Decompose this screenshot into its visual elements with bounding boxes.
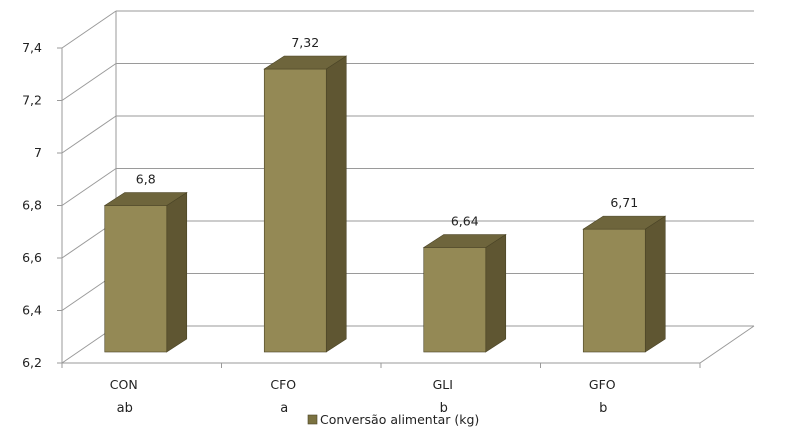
bar-front-face [104, 205, 168, 353]
gridline-diagonal [61, 168, 117, 206]
legend-swatch [307, 414, 318, 425]
x-category-label: GLI [433, 377, 453, 392]
significance-letter: b [599, 401, 607, 416]
gridline-diagonal [61, 115, 117, 154]
y-tick-label: 6,2 [22, 355, 42, 370]
data-label: 6,64 [451, 214, 479, 229]
x-axis: CON ab CFO a GLI b GFO b [61, 363, 701, 416]
bar-side-face [166, 191, 188, 353]
significance-letter: b [440, 401, 448, 416]
y-tick-label: 7,2 [22, 93, 42, 108]
x-category-label: CFO [270, 377, 296, 392]
y-tick-label: 6,6 [22, 250, 42, 265]
bar-side-face [485, 233, 507, 353]
x-category-label: CON [110, 377, 138, 392]
bar-top-face [422, 234, 507, 248]
y-tick-label: 6,4 [22, 303, 42, 318]
legend-label: Conversão alimentar (kg) [320, 412, 479, 427]
data-label: 7,32 [291, 35, 319, 50]
significance-letter: ab [117, 401, 133, 416]
y-tick-label: 7,4 [22, 40, 42, 55]
bar-front-face [423, 247, 487, 353]
gridline-diagonal [61, 63, 117, 101]
y-tick-label: 7 [34, 145, 42, 160]
bar-gfo: 6,71 [582, 195, 667, 353]
significance-letter: a [280, 401, 288, 416]
bar-con: 6,8 [103, 172, 188, 353]
bar-side-face [325, 55, 347, 353]
data-label: 6,71 [610, 195, 638, 210]
bar-top-face [582, 215, 667, 230]
bar-gli: 6,64 [422, 214, 507, 353]
bar-front-face [582, 228, 646, 353]
data-label: 6,8 [136, 172, 156, 187]
gridline-diagonal [61, 10, 117, 49]
legend: Conversão alimentar (kg) [307, 412, 479, 427]
bar-top-face [103, 192, 188, 206]
bar-cfo: 7,32 [263, 35, 348, 353]
bar-side-face [644, 215, 666, 353]
x-category-label: GFO [589, 377, 616, 392]
bar-top-face [263, 55, 348, 70]
y-axis: 6,2 6,4 6,6 6,8 7 7,2 7,4 [22, 40, 63, 370]
bars: 6,8 7,32 6,64 6,71 [103, 35, 667, 353]
y-tick-label: 6,8 [22, 198, 42, 213]
bar-front-face [263, 68, 327, 353]
